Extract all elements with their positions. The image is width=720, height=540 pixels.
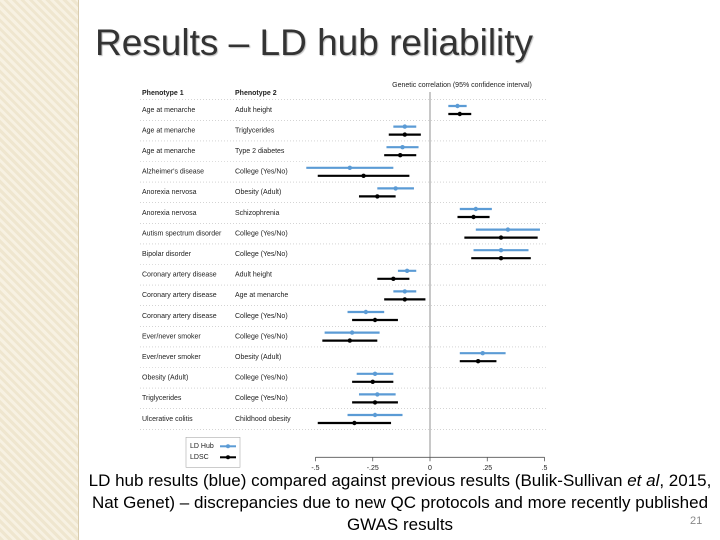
point bbox=[375, 392, 380, 397]
row-label: College (Yes/No) bbox=[235, 333, 288, 340]
decor-strip bbox=[0, 0, 79, 540]
row-label: College (Yes/No) bbox=[235, 169, 288, 176]
row-label: Childhood obesity bbox=[235, 416, 291, 423]
legend-label: LD Hub bbox=[190, 443, 214, 450]
row-label: Alzheimer's disease bbox=[142, 169, 204, 176]
point bbox=[393, 186, 398, 191]
row-label: Type 2 diabetes bbox=[235, 148, 285, 155]
x-tick-label: 0 bbox=[428, 465, 432, 470]
point bbox=[372, 371, 378, 376]
caption-text: LD hub results (blue) compared against p… bbox=[88, 471, 628, 490]
x-tick-label: .25 bbox=[482, 465, 492, 470]
row-label: Anorexia nervosa bbox=[142, 210, 197, 217]
row-label: Ulcerative colitis bbox=[142, 416, 193, 423]
row-label: Autism spectrum disorder bbox=[142, 230, 222, 237]
point bbox=[372, 400, 378, 405]
row-label: Age at menarche bbox=[142, 127, 195, 134]
point bbox=[473, 206, 479, 212]
row-label: Adult height bbox=[235, 107, 272, 114]
row-label: Coronary artery disease bbox=[142, 313, 217, 320]
point bbox=[475, 359, 481, 364]
point bbox=[375, 194, 380, 199]
row-label: Triglycerides bbox=[235, 127, 275, 134]
slide-number: 21 bbox=[690, 515, 703, 527]
row-label: Obesity (Adult) bbox=[235, 354, 281, 361]
point bbox=[498, 235, 504, 240]
point bbox=[370, 379, 375, 384]
point bbox=[398, 153, 403, 158]
row-label: Ever/never smoker bbox=[142, 333, 201, 340]
row-label: College (Yes/No) bbox=[235, 230, 288, 237]
row-label: Triglycerides bbox=[142, 395, 182, 402]
row-label: College (Yes/No) bbox=[235, 251, 288, 258]
x-axis-title: Genetic correlation (95% confidence inte… bbox=[392, 82, 532, 89]
point bbox=[347, 165, 353, 170]
x-tick-label: .5 bbox=[542, 465, 548, 470]
row-label: Age at menarche bbox=[142, 148, 195, 155]
point bbox=[402, 132, 407, 137]
point bbox=[505, 227, 511, 232]
x-tick-label: -.5 bbox=[311, 465, 319, 470]
x-tick-label: -.25 bbox=[367, 465, 379, 470]
row-label: Anorexia nervosa bbox=[142, 189, 197, 196]
row-label: Schizophrenia bbox=[235, 210, 279, 217]
point bbox=[498, 248, 504, 253]
point bbox=[372, 412, 378, 418]
point bbox=[349, 330, 355, 335]
caption-text: , 2015, Nat Genet) – discrepancies due t… bbox=[91, 471, 712, 534]
point bbox=[363, 309, 369, 315]
row-label: Coronary artery disease bbox=[142, 272, 217, 279]
caption-italic: et al bbox=[627, 471, 660, 490]
row-label: Obesity (Adult) bbox=[235, 189, 281, 196]
point bbox=[347, 338, 353, 343]
point bbox=[402, 124, 407, 129]
point bbox=[402, 289, 407, 294]
point bbox=[400, 145, 405, 150]
point bbox=[480, 351, 485, 356]
column-header: Phenotype 1 bbox=[142, 90, 184, 97]
point bbox=[391, 276, 396, 281]
point bbox=[471, 214, 476, 220]
point bbox=[404, 268, 410, 273]
row-label: Ever/never smoker bbox=[142, 354, 201, 361]
legend-box bbox=[185, 436, 241, 468]
legend-dot bbox=[226, 455, 230, 460]
column-header: Phenotype 2 bbox=[235, 90, 277, 97]
legend-label: LDSC bbox=[190, 454, 209, 461]
point bbox=[352, 420, 357, 426]
point bbox=[361, 173, 366, 178]
slide-title: Results – LD hub reliability bbox=[95, 22, 534, 63]
row-label: Age at menarche bbox=[235, 292, 288, 299]
row-label: Age at menarche bbox=[142, 107, 195, 114]
point bbox=[402, 297, 407, 302]
row-label: Obesity (Adult) bbox=[142, 375, 188, 382]
chart: Phenotype 1 Phenotype 2 Genetic correlat… bbox=[140, 82, 548, 470]
row-label: Coronary artery disease bbox=[142, 292, 217, 299]
caption: LD hub results (blue) compared against p… bbox=[88, 470, 712, 536]
point bbox=[498, 256, 504, 261]
point bbox=[457, 111, 462, 117]
row-label: College (Yes/No) bbox=[235, 375, 288, 382]
legend-dot bbox=[226, 444, 230, 449]
point bbox=[372, 317, 378, 323]
row-label: Adult height bbox=[235, 272, 272, 279]
row-label: College (Yes/No) bbox=[235, 313, 288, 320]
row-label: College (Yes/No) bbox=[235, 395, 288, 402]
row-label: Bipolar disorder bbox=[142, 251, 192, 258]
point bbox=[455, 103, 460, 109]
